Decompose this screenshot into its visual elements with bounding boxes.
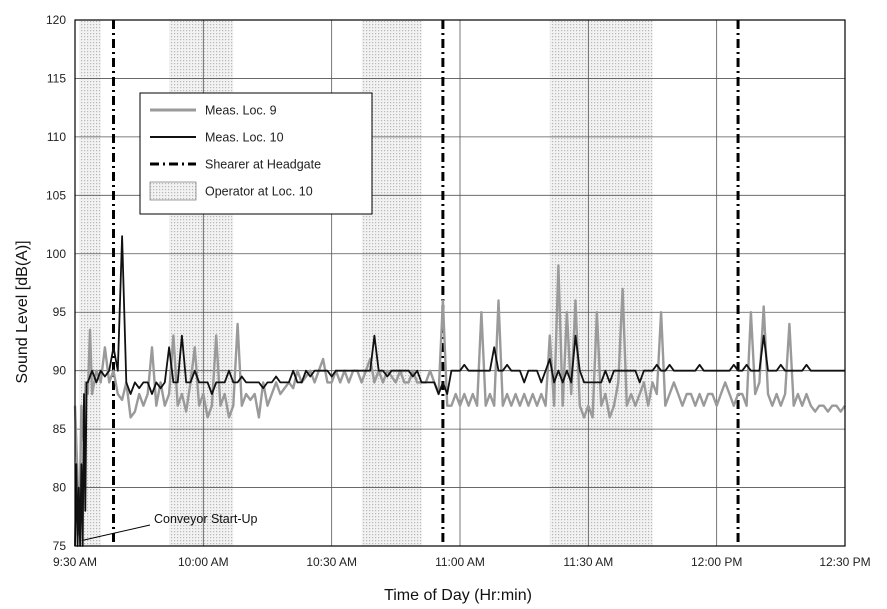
y-tick-label: 80 <box>53 481 67 495</box>
y-tick-label: 120 <box>46 13 66 27</box>
y-axis-title: Sound Level [dB(A)] <box>14 240 31 383</box>
y-tick-label: 85 <box>53 422 67 436</box>
x-tick-labels: 9:30 AM 10:00 AM 10:30 AM 11:00 AM 11:30 AM 1… <box>53 555 871 569</box>
annotation-conveyor: Conveyor Start-Up <box>83 512 258 541</box>
legend-label: Meas. Loc. 10 <box>205 131 284 145</box>
operator-band-3 <box>549 20 653 546</box>
y-tick-label: 115 <box>47 71 66 85</box>
series-layer <box>73 235 846 547</box>
x-tick-label: 12:00 PM <box>691 555 742 569</box>
legend: Meas. Loc. 9 Meas. Loc. 10 Shearer at Head… <box>139 92 373 215</box>
y-tick-label: 110 <box>47 130 66 144</box>
legend-swatch-operator <box>149 181 197 201</box>
y-tick-label: 95 <box>53 305 67 319</box>
y-tick-label: 105 <box>46 188 66 202</box>
plot-frame <box>74 19 846 547</box>
legend-label: Shearer at Headgate <box>205 158 321 172</box>
y-tick-label: 75 <box>53 539 67 553</box>
x-tick-label: 10:30 AM <box>306 555 357 569</box>
legend-label: Operator at Loc. 10 <box>205 185 313 199</box>
legend-label: Meas. Loc. 9 <box>205 104 277 118</box>
x-axis-title: Time of Day (Hr:min) <box>384 587 532 604</box>
series-line-loc10 <box>74 235 845 547</box>
x-tick-label: 11:00 AM <box>435 555 485 569</box>
x-tick-label: 12:30 PM <box>819 555 870 569</box>
y-tick-label: 100 <box>46 247 66 261</box>
y-tick-labels: 75 80 85 90 95 100 105 110 115 120 <box>46 13 66 553</box>
x-tick-label: 9:30 AM <box>53 555 97 569</box>
shearer-lines <box>112 20 740 546</box>
x-tick-label: 10:00 AM <box>178 555 229 569</box>
x-tick-label: 11:30 AM <box>563 555 613 569</box>
annotation-text: Conveyor Start-Up <box>154 512 258 526</box>
annotation-leader <box>83 524 151 541</box>
series-line-loc9 <box>73 264 846 536</box>
operator-bands <box>79 20 653 546</box>
y-tick-label: 90 <box>53 364 67 378</box>
